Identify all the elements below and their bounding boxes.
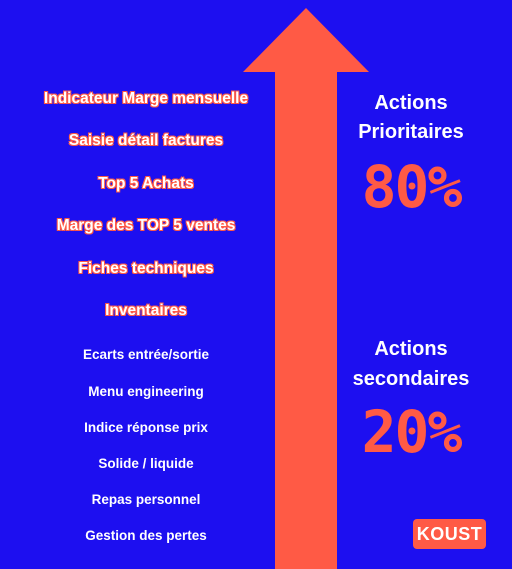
secondary-percent: 20% bbox=[361, 398, 463, 466]
secondary-item-5: Repas personnel bbox=[91, 492, 201, 507]
priority-item-5: Fiches techniques bbox=[78, 260, 214, 277]
secondary-item-6: Gestion des pertes bbox=[85, 528, 207, 543]
priority-item-4: Marge des TOP 5 ventes bbox=[56, 217, 236, 234]
priority-percent: 80% bbox=[361, 153, 463, 221]
secondary-item-4: Solide / liquide bbox=[98, 456, 194, 471]
priority-item-1: Indicateur Marge mensuelle bbox=[43, 90, 249, 107]
priority-item-6: Inventaires bbox=[105, 302, 187, 319]
secondary-item-2: Menu engineering bbox=[88, 384, 204, 399]
secondary-title-line1: Actions bbox=[374, 338, 448, 360]
koust-logo: KOUST bbox=[413, 519, 486, 549]
priority-item-2: Saisie détail factures bbox=[68, 132, 224, 149]
priority-item-3: Top 5 Achats bbox=[98, 175, 194, 192]
secondary-item-1: Ecarts entrée/sortie bbox=[82, 347, 210, 362]
priority-title-line2: Prioritaires bbox=[358, 121, 464, 143]
secondary-title-line2: secondaires bbox=[352, 368, 470, 390]
priority-title-line1: Actions bbox=[374, 92, 448, 114]
secondary-item-3: Indice réponse prix bbox=[84, 420, 208, 435]
